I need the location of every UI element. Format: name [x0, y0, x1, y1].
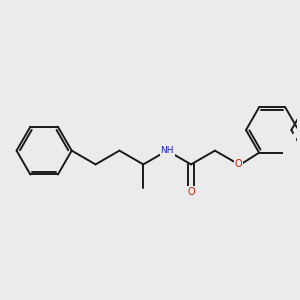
Text: O: O: [235, 159, 243, 170]
Text: NH: NH: [160, 146, 174, 155]
Text: O: O: [187, 187, 195, 196]
